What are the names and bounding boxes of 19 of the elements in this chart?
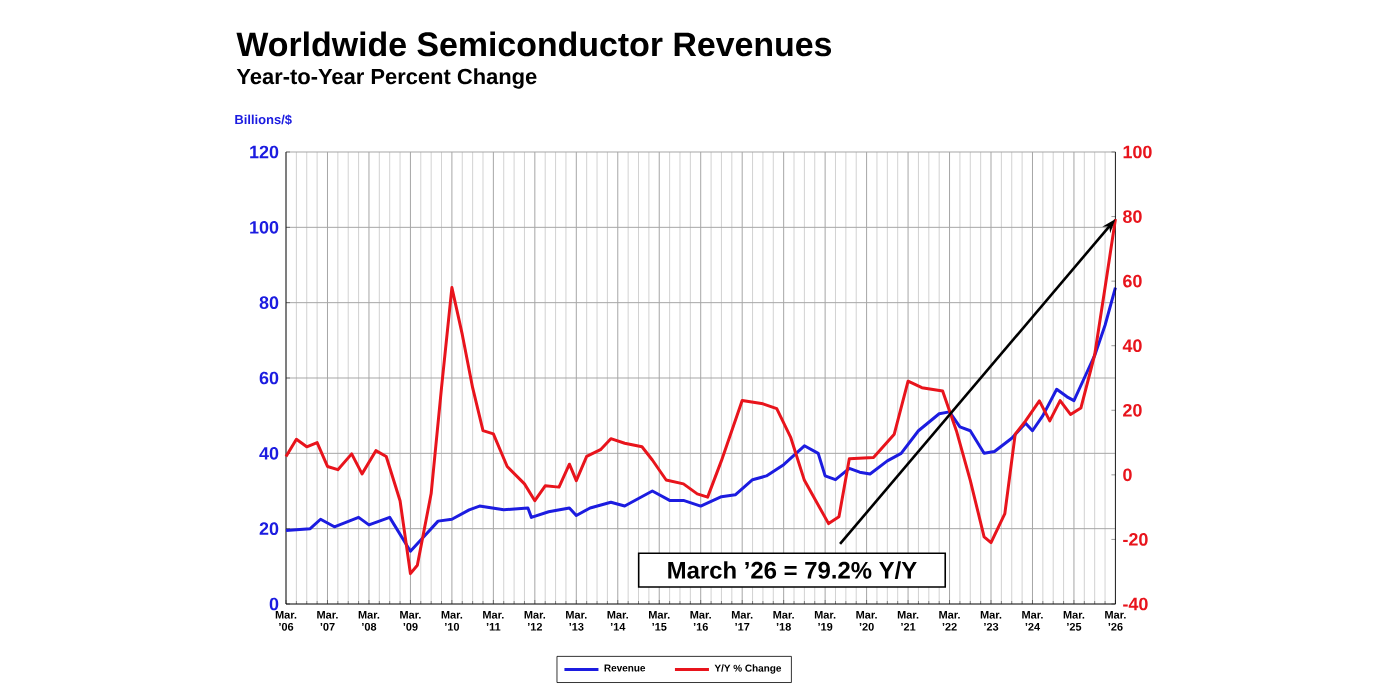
y-tick-label: 40 [259, 446, 279, 460]
y2-tick-label: -40 [1123, 597, 1148, 611]
y-tick-label: 20 [259, 522, 279, 536]
y2-tick-label: 20 [1123, 403, 1142, 417]
y2-tick-label: 60 [1123, 274, 1142, 288]
y2-tick-label: -20 [1123, 533, 1148, 546]
y-tick-label: 80 [259, 296, 279, 310]
annotation: March ’26 = 79.2% Y/Y [668, 561, 917, 579]
y-tick-label: 120 [250, 145, 279, 159]
chart-title: Worldwide Semiconductor Revenues [236, 31, 832, 57]
y-tick-label: 0 [269, 597, 279, 611]
y2-tick-label: 80 [1123, 210, 1142, 223]
y2-tick-label: 100 [1123, 145, 1152, 159]
y-tick-label: 100 [250, 220, 279, 234]
y-tick-label: 60 [259, 371, 279, 385]
y2-tick-label: 0 [1123, 468, 1132, 482]
y2-tick-label: 40 [1122, 339, 1142, 353]
chart-subtitle: Year-to-Year Percent Change [236, 68, 537, 89]
line-series [284, 217, 1117, 576]
